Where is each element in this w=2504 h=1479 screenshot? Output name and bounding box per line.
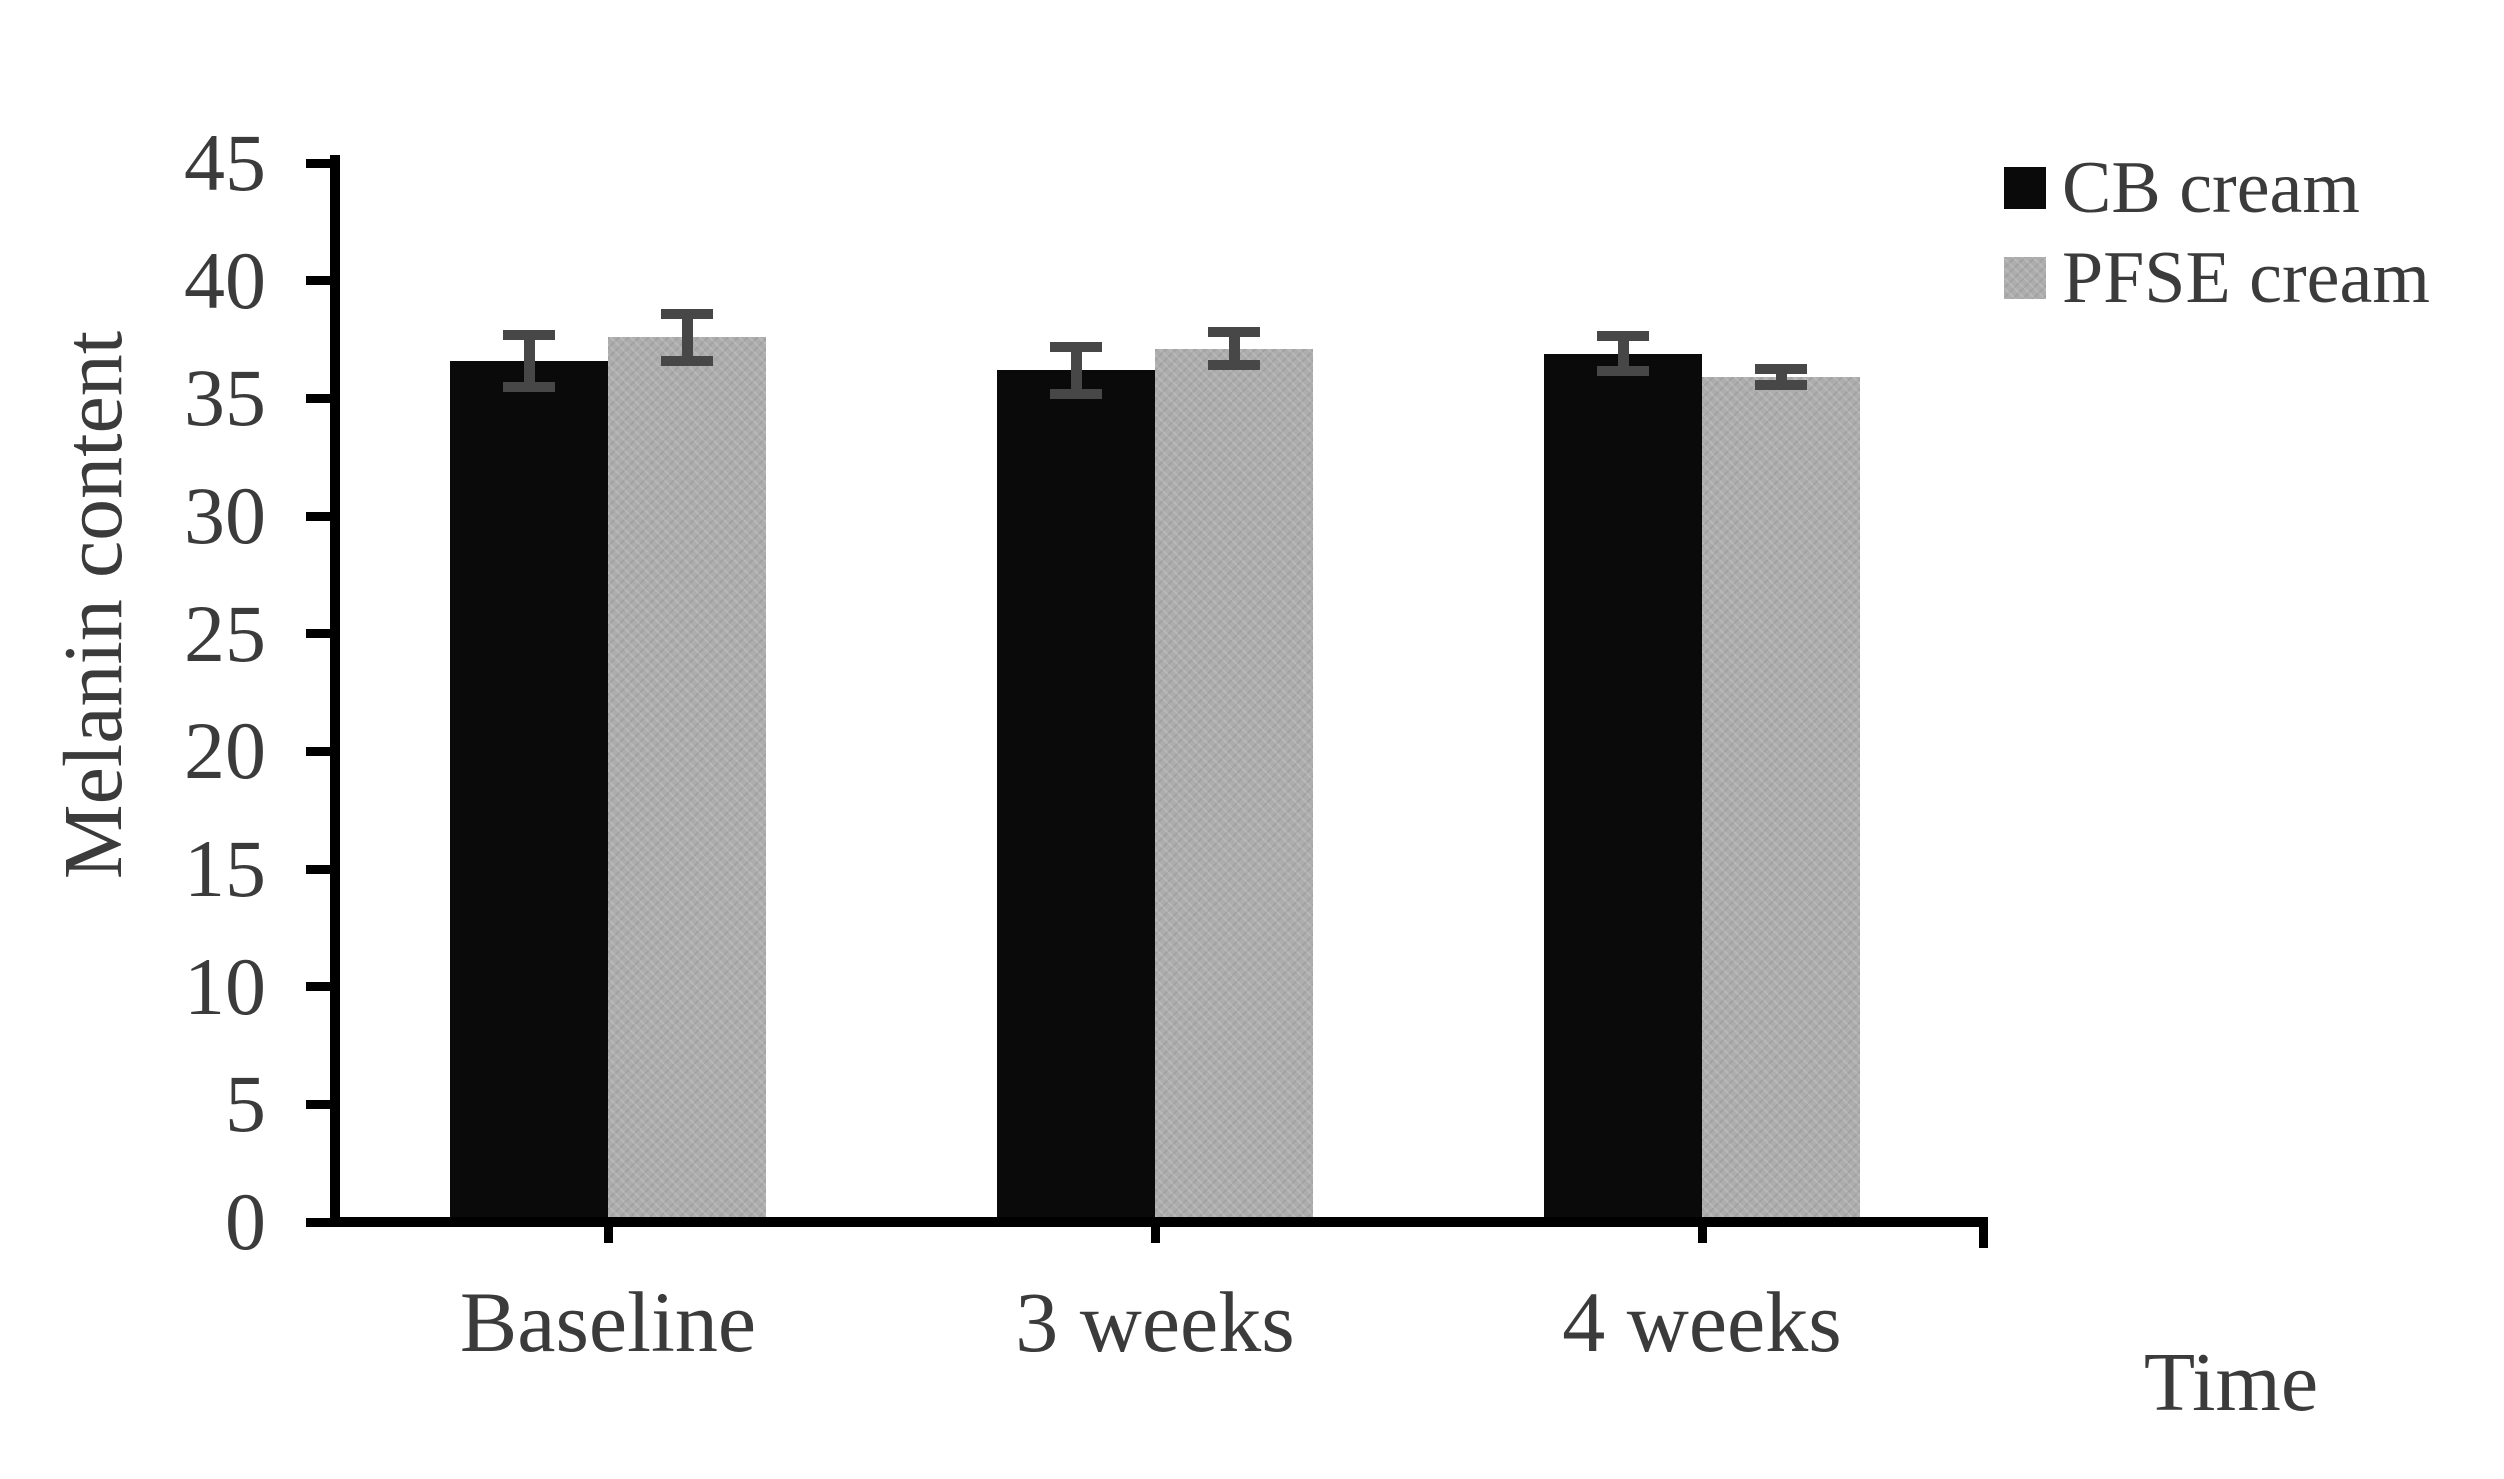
x-category-label: 3 weeks — [1015, 1274, 1295, 1370]
y-tick-label: 0 — [225, 1176, 266, 1267]
bar-cb-cream-3-weeks — [997, 370, 1155, 1227]
legend-label-pfse-cream: PFSE cream — [2062, 237, 2430, 319]
error-bar-cb-cream-3-weeks-cap-top — [1050, 341, 1102, 352]
y-tick-label: 5 — [225, 1058, 266, 1150]
x-category-label: 4 weeks — [1562, 1274, 1842, 1370]
y-tick-label: 30 — [184, 470, 266, 561]
y-tick-label: 40 — [184, 234, 266, 326]
error-bar-cb-cream-3-weeks-cap-bottom — [1050, 388, 1102, 399]
error-bar-pfse-cream-baseline-cap-bottom — [661, 355, 713, 366]
y-tick — [305, 276, 330, 286]
error-bar-pfse-cream-baseline-line — [681, 313, 693, 361]
y-tick — [305, 511, 330, 521]
x-tick — [603, 1222, 613, 1243]
bar-cb-cream-4-weeks — [1544, 353, 1702, 1227]
error-bar-cb-cream-baseline-cap-bottom — [503, 381, 555, 392]
y-tick — [305, 746, 330, 756]
error-bar-cb-cream-baseline-line — [523, 334, 535, 387]
bar-pfse-cream-4-weeks — [1702, 377, 1860, 1227]
error-bar-pfse-cream-4-weeks-cap-bottom — [1755, 380, 1807, 391]
error-bar-pfse-cream-3-weeks-cap-top — [1208, 327, 1260, 338]
y-tick-label: 25 — [184, 587, 266, 679]
error-bar-pfse-cream-baseline-cap-top — [661, 308, 713, 319]
x-tick — [1150, 1222, 1160, 1243]
y-tick-label: 20 — [184, 705, 266, 797]
y-tick-label: 15 — [184, 823, 266, 914]
error-bar-cb-cream-4-weeks-cap-bottom — [1597, 366, 1649, 377]
y-tick — [305, 864, 330, 874]
y-tick-label: 10 — [184, 940, 266, 1032]
y-tick — [305, 1099, 330, 1109]
error-bar-cb-cream-4-weeks-line — [1617, 335, 1629, 372]
x-axis-title: Time — [2143, 1335, 2319, 1429]
error-bar-pfse-cream-3-weeks-line — [1228, 332, 1240, 366]
y-axis-line — [329, 155, 340, 1227]
error-bar-cb-cream-baseline-cap-top — [503, 329, 555, 340]
legend-item-pfse-cream: PFSE cream — [2004, 237, 2430, 319]
x-axis-end-tick — [1979, 1217, 1988, 1248]
legend-item-cb-cream: CB cream — [2004, 147, 2430, 229]
y-tick — [305, 1217, 330, 1227]
error-bar-pfse-cream-4-weeks-line — [1775, 368, 1787, 386]
y-tick — [305, 629, 330, 639]
legend-swatch-cb-cream — [2004, 167, 2046, 209]
y-tick — [305, 158, 330, 168]
bar-cb-cream-baseline — [450, 360, 608, 1227]
legend-swatch-pfse-cream — [2004, 257, 2046, 299]
x-category-label: Baseline — [459, 1274, 757, 1370]
error-bar-cb-cream-4-weeks-cap-top — [1597, 330, 1649, 341]
error-bar-pfse-cream-4-weeks-cap-top — [1755, 363, 1807, 374]
legend: CB cream PFSE cream — [2004, 147, 2430, 342]
y-tick — [305, 393, 330, 403]
bar-pfse-cream-3-weeks — [1155, 348, 1313, 1227]
error-bar-cb-cream-3-weeks-line — [1070, 346, 1082, 394]
x-tick — [1697, 1222, 1707, 1243]
error-bar-pfse-cream-3-weeks-cap-bottom — [1208, 360, 1260, 371]
bar-pfse-cream-baseline — [608, 337, 766, 1227]
y-tick-label: 35 — [184, 352, 266, 444]
legend-label-cb-cream: CB cream — [2062, 147, 2360, 229]
y-tick-label: 45 — [184, 117, 266, 208]
y-tick — [305, 982, 330, 992]
